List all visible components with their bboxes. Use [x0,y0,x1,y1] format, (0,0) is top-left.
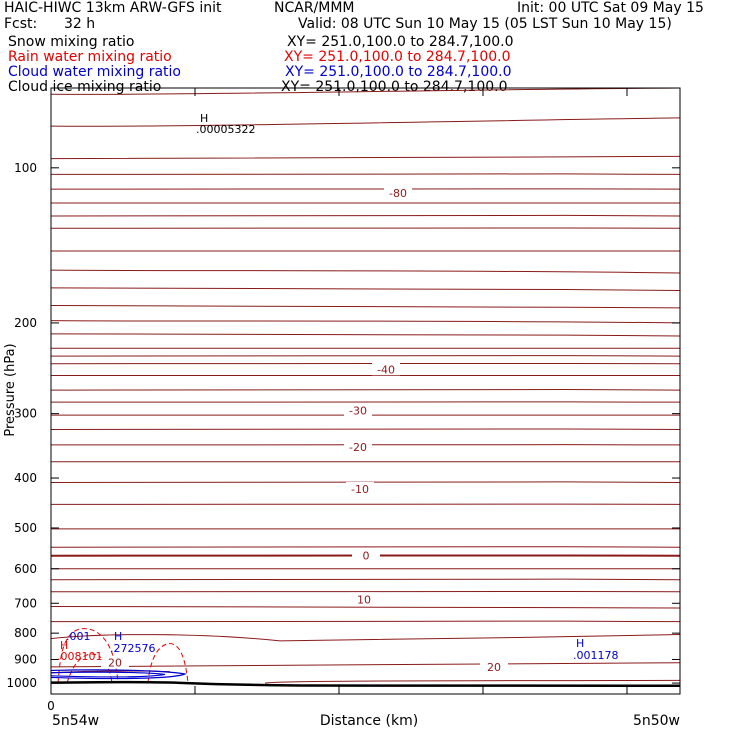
isotherm-label-bg [372,362,400,376]
isotherm-line [264,679,681,684]
y-tick-label: 200 [14,316,37,330]
isotherm-line [50,269,681,274]
cloud-water-contour [50,669,188,680]
field-name-cloud-ice: Cloud ice mixing ratio [8,79,162,95]
isotherm-line [50,214,681,217]
valid-time: Valid: 08 UTC Sun 10 May 15 (05 LST Sun … [298,16,672,32]
y-tick-label: 800 [14,626,37,640]
y-axis-label: Pressure (hPa) [3,343,18,436]
isotherm-line [50,320,681,324]
isotherm-label-bg [346,481,374,495]
isotherm-label: -80 [389,187,407,200]
x-axis-label: Distance (km) [320,713,418,729]
isotherm-label: -30 [349,405,367,418]
isotherm-line [50,188,681,190]
isotherm-label: 20 [487,661,501,674]
rain-contour [57,628,119,684]
field-name-cloud-water: Cloud water mixing ratio [8,64,181,80]
isotherm-line [50,444,681,446]
isotherm-line [50,546,681,548]
isotherm-label-bg [101,655,129,669]
isotherm-label: 0 [363,550,370,563]
x-axis [50,88,628,694]
x-left-label: 5n54w [52,713,99,729]
isotherm-line [50,173,681,176]
field-name-snow: Snow mixing ratio [8,34,135,50]
isotherm-label-bg [352,548,380,562]
isotherm-line [50,304,681,309]
isotherm-line [50,388,681,391]
isotherm-label-bg [344,403,372,417]
isotherm-line [50,578,681,581]
contour-labels: -80 -40 -30 -20 -10 0 10 20 20 [101,186,508,674]
isotherm-label-bg [350,592,378,606]
cloud-water-max-marker: H [114,630,122,643]
y-tick-label: 1000 [6,676,37,690]
isotherm-line [50,401,681,403]
x-origin-label: 0 [47,699,55,713]
isotherm-line [50,155,681,160]
cloud-water-max-value: .272576 [110,642,156,655]
rain-contour [66,653,113,684]
y-tick-label: 300 [14,407,37,421]
forecast-value: 32 h [64,16,96,32]
isotherm-line [50,591,681,593]
isotherm-line [50,662,681,668]
cloud-water-contours [50,669,188,680]
snow-max-value: .00005322 [196,123,256,136]
cloud-water-contour [50,671,166,678]
forecast-label: Fcst: [4,16,38,32]
isotherm-line [50,605,681,609]
isotherm-label: -10 [351,483,369,496]
rain-max-value: .008101 [57,650,103,663]
rain-contour [147,643,189,684]
x-right-label: 5n50w [633,713,680,729]
field-xy-cloud-water: XY= 251.0,100.0 to 284.7,100.0 [285,64,512,80]
isotherm-line [50,117,681,127]
y-tick-label: 900 [14,653,37,667]
isotherm-line [50,333,681,337]
cloud-water-max2-value: .001178 [573,649,619,662]
isotherm-line [50,620,681,623]
temperature-contours [50,87,681,684]
isotherm-label-bg [344,439,372,453]
isotherm-line [50,634,681,642]
isotherm-label: -40 [377,363,395,376]
isotherm-line [50,362,681,365]
y-tick-label: 700 [14,596,37,610]
isotherm-label: 10 [357,593,371,606]
rain-water-contours [57,628,189,684]
plot-title: HAIC-HIWC 13km ARW-GFS init [4,0,222,16]
isotherm-line [50,554,681,558]
field-name-rain: Rain water mixing ratio [8,49,172,65]
plot-org: NCAR/MMM [274,0,355,16]
isotherm-label-bg [384,186,412,200]
isotherm-line [50,87,681,95]
isotherm-line [50,481,681,484]
init-time: Init: 00 UTC Sat 09 May 15 [517,0,704,16]
isotherm-label: -20 [349,441,367,454]
y-tick-label: 100 [14,161,37,175]
isotherm-line [50,428,681,431]
rain-max-marker: H [60,639,68,652]
isotherm-label-bg [480,659,508,673]
isotherm-line [50,355,681,357]
plot-frame [50,87,681,695]
y-tick-label: 500 [14,521,37,535]
y-tick-label: 600 [14,562,37,576]
isotherm-label: 20 [108,657,122,670]
terrain-line [50,680,681,688]
y-tick-label: 400 [14,471,37,485]
isotherm-line [50,503,681,506]
cloud-water-contour-label: .001 [66,630,91,643]
snow-max-marker: H [200,112,208,125]
field-xy-snow: XY= 251.0,100.0 to 284.7,100.0 [287,34,514,50]
cloud-water-max2-marker: H [576,637,584,650]
isotherm-line [50,287,681,291]
isotherm-line [50,227,681,230]
field-xy-rain: XY= 251.0,100.0 to 284.7,100.0 [284,49,511,65]
